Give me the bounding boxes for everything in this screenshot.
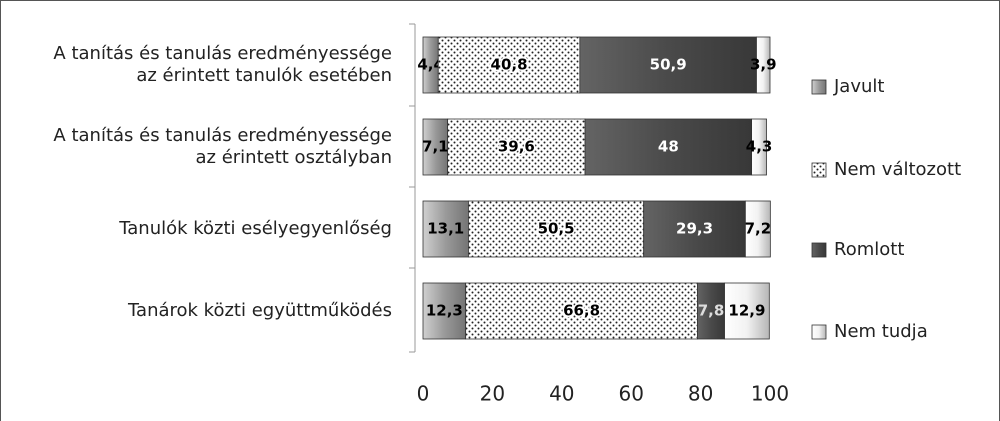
x-tick-label: 0 bbox=[417, 382, 430, 406]
bar-segment bbox=[465, 282, 698, 340]
bar-segment bbox=[744, 200, 771, 258]
legend-swatch bbox=[811, 324, 827, 340]
legend-swatch bbox=[811, 242, 827, 258]
category-label: Tanulók közti esélyegyenlőség bbox=[119, 218, 392, 239]
value-label: 29,3 bbox=[676, 220, 713, 238]
value-label: 66,8 bbox=[563, 302, 600, 320]
bar-segment bbox=[422, 282, 467, 340]
x-tick-label: 20 bbox=[480, 382, 505, 406]
legend-swatch bbox=[811, 79, 827, 95]
bar-segment bbox=[584, 118, 753, 176]
value-label: 40,8 bbox=[491, 56, 528, 74]
legend-label: Romlott bbox=[834, 239, 904, 260]
legend-label: Nem tudja bbox=[834, 321, 928, 342]
value-label: 7,1 bbox=[422, 138, 449, 156]
bar-segment bbox=[422, 118, 449, 176]
x-tick-label: 60 bbox=[618, 382, 643, 406]
category-label: Tanárok közti együttműködés bbox=[128, 300, 392, 321]
bar-segment bbox=[468, 200, 645, 258]
axis-ticks bbox=[409, 23, 415, 353]
x-tick-label: 40 bbox=[549, 382, 574, 406]
value-label: 4,3 bbox=[746, 138, 773, 156]
value-label: 4,4 bbox=[417, 56, 444, 74]
bar-segment bbox=[751, 118, 767, 176]
value-label: 7,2 bbox=[745, 220, 772, 238]
value-label: 3,9 bbox=[750, 56, 777, 74]
bar-segment bbox=[724, 282, 770, 340]
bar-segment bbox=[756, 36, 771, 94]
value-label: 12,9 bbox=[728, 302, 765, 320]
bar-segment bbox=[579, 36, 757, 94]
value-label: 50,9 bbox=[650, 56, 687, 74]
value-label: 12,3 bbox=[426, 302, 463, 320]
category-label: A tanítás és tanulás eredményessége az é… bbox=[53, 125, 392, 168]
value-label: 7,8 bbox=[698, 302, 725, 320]
category-label: A tanítás és tanulás eredményessége az é… bbox=[53, 43, 392, 86]
legend-label: Javult bbox=[833, 76, 884, 97]
x-tick-label: 80 bbox=[688, 382, 713, 406]
value-label: 39,6 bbox=[498, 138, 535, 156]
x-tick-label: 100 bbox=[751, 382, 789, 406]
bar-segment bbox=[643, 200, 746, 258]
value-label: 48 bbox=[658, 138, 679, 156]
value-label: 50,5 bbox=[538, 220, 575, 238]
legend-label: Nem változott bbox=[834, 159, 961, 180]
bar-segment bbox=[437, 36, 581, 94]
value-label: 13,1 bbox=[427, 220, 464, 238]
bar-segment bbox=[697, 282, 725, 340]
legend-swatch bbox=[811, 162, 827, 178]
